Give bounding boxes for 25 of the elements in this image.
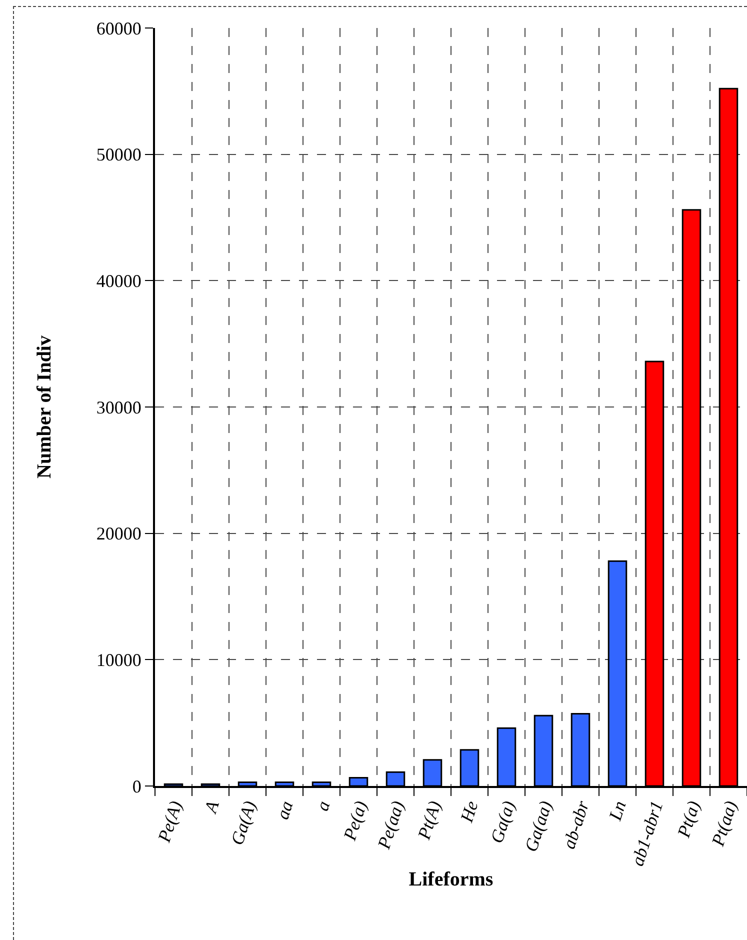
x-tick-label: a [312, 798, 334, 814]
y-axis-title: Number of Indiv [33, 336, 56, 478]
x-tick-label: aa [272, 798, 297, 822]
x-tick-label: Ln [604, 798, 630, 824]
x-tick-label: Pt(A) [413, 798, 445, 843]
x-axis-title: Lifeforms [408, 868, 494, 890]
x-tick-label: Pt(aa) [707, 798, 741, 850]
x-tick-label: Pe(aa) [373, 798, 408, 852]
y-tick-label: 30000 [96, 397, 142, 418]
y-tick-label: 50000 [96, 144, 142, 165]
y-tick-label: 60000 [96, 18, 142, 38]
x-tick-label: ab-abr [558, 797, 594, 852]
y-tick-label: 0 [132, 776, 142, 796]
x-tick-label: A [200, 797, 224, 816]
x-tick-label: Pe(A) [154, 798, 186, 846]
x-tick-label: Ga(a) [486, 798, 519, 846]
x-tick-label: Ga(aa) [520, 798, 556, 854]
y-tick-label: 10000 [96, 650, 142, 670]
x-tick-label: ab1-abr1 [627, 798, 667, 868]
x-tick-label: Ga(A) [226, 798, 260, 848]
x-tick-label: He [456, 798, 482, 826]
x-tick-label: Pt(a) [673, 798, 704, 841]
y-tick-label: 40000 [96, 270, 142, 291]
x-tick-label: Pe(a) [339, 798, 371, 844]
y-tick-label: 20000 [96, 524, 142, 544]
